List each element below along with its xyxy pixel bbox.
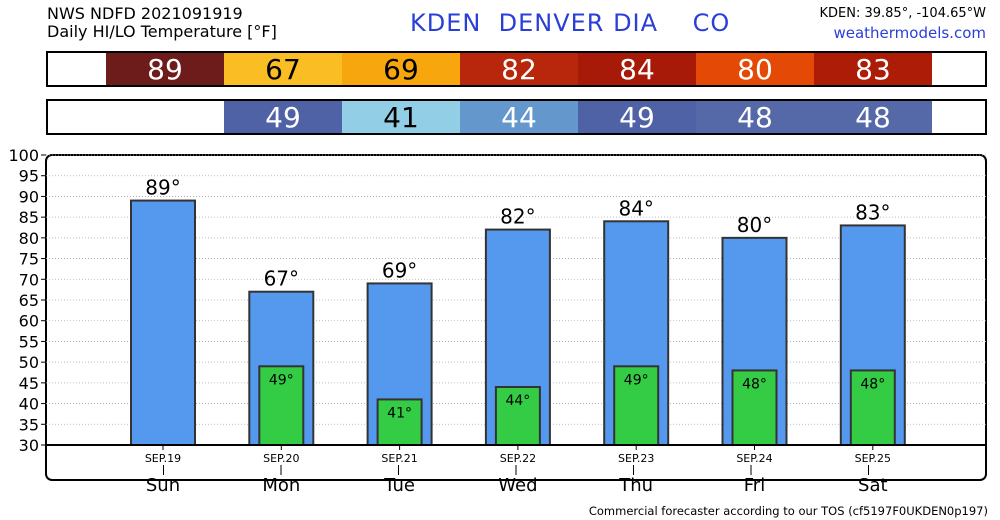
high-label: 82°: [500, 205, 535, 229]
day-label: Sat: [858, 475, 888, 496]
date-label: SEP.25: [855, 452, 891, 465]
low-temp-cell: [106, 101, 224, 133]
high-temp-cell: 80: [696, 53, 814, 86]
high-label: 83°: [855, 200, 890, 224]
station-coordinates: KDEN: 39.85°, -104.65°W: [819, 6, 987, 21]
y-tick-label: 80: [19, 229, 39, 248]
y-tick-label: 40: [19, 395, 39, 414]
y-tick-label: 70: [19, 270, 39, 289]
low-temp-cell: 49: [224, 101, 342, 134]
high-temp-cell: 84: [578, 53, 696, 86]
y-tick-label: 95: [19, 167, 39, 186]
y-tick-label: 45: [19, 374, 39, 393]
footer-note: Commercial forecaster according to our T…: [588, 504, 988, 518]
date-label: SEP.21: [381, 452, 417, 465]
high-temp-cell: 89: [106, 53, 224, 86]
day-label: Mon: [262, 475, 300, 496]
day-label: Tue: [383, 475, 415, 496]
y-tick-label: 35: [19, 415, 39, 434]
low-label: 48°: [860, 376, 885, 392]
y-tick-label: 60: [19, 312, 39, 331]
low-temp-cell: 48: [696, 101, 814, 134]
low-temp-cell: 41: [342, 101, 460, 134]
low-label: 44°: [505, 393, 530, 409]
station-title: KDEN DENVER DIA CO: [410, 9, 731, 37]
high-temp-cell: 69: [342, 53, 460, 86]
day-label: Sun: [146, 475, 180, 496]
high-label: 69°: [382, 258, 417, 282]
low-bar: [613, 365, 660, 447]
high-temp-cell: 67: [224, 53, 342, 86]
website-link[interactable]: weathermodels.com: [833, 24, 986, 42]
high-temp-cell: 83: [814, 53, 932, 86]
day-label: Thu: [618, 475, 653, 496]
variable-title: Daily HI/LO Temperature [°F]: [47, 22, 277, 41]
high-label: 80°: [737, 213, 772, 237]
y-tick-label: 55: [19, 332, 39, 351]
day-label: Wed: [498, 475, 537, 496]
low-bar: [494, 386, 541, 446]
date-label: SEP.19: [145, 452, 181, 465]
low-bar: [258, 365, 305, 447]
temperature-bar-chart: 100959085807570656055504540353089°SEP.19…: [8, 146, 987, 496]
low-label: 41°: [387, 405, 412, 421]
low-temperature-strip: 49 41 44 49 48 48: [46, 99, 987, 135]
high-bar: [130, 199, 196, 447]
high-temp-cell: 82: [460, 53, 578, 86]
y-tick-label: 30: [19, 436, 39, 455]
y-tick-label: 100: [8, 146, 39, 165]
low-temp-cell: 48: [814, 101, 932, 134]
low-temp-cell: 44: [460, 101, 578, 134]
date-label: SEP.22: [500, 452, 536, 465]
low-bar: [731, 369, 778, 446]
date-label: SEP.24: [736, 452, 772, 465]
high-label: 84°: [618, 196, 653, 220]
low-bar: [849, 369, 896, 446]
date-label: SEP.20: [263, 452, 299, 465]
y-tick-label: 90: [19, 187, 39, 206]
day-label: Fri: [744, 475, 765, 496]
y-tick-label: 85: [19, 208, 39, 227]
date-label: SEP.23: [618, 452, 654, 465]
low-bar: [376, 398, 423, 446]
y-tick-label: 50: [19, 353, 39, 372]
model-run-title: NWS NDFD 2021091919: [47, 4, 243, 23]
y-tick-label: 75: [19, 250, 39, 269]
y-tick-label: 65: [19, 291, 39, 310]
high-label: 89°: [145, 176, 180, 200]
low-label: 48°: [742, 376, 767, 392]
low-label: 49°: [269, 372, 294, 388]
high-label: 67°: [264, 267, 299, 291]
high-temperature-strip: 89 67 69 82 84 80 83: [46, 51, 987, 87]
low-label: 49°: [624, 372, 649, 388]
low-temp-cell: 49: [578, 101, 696, 134]
